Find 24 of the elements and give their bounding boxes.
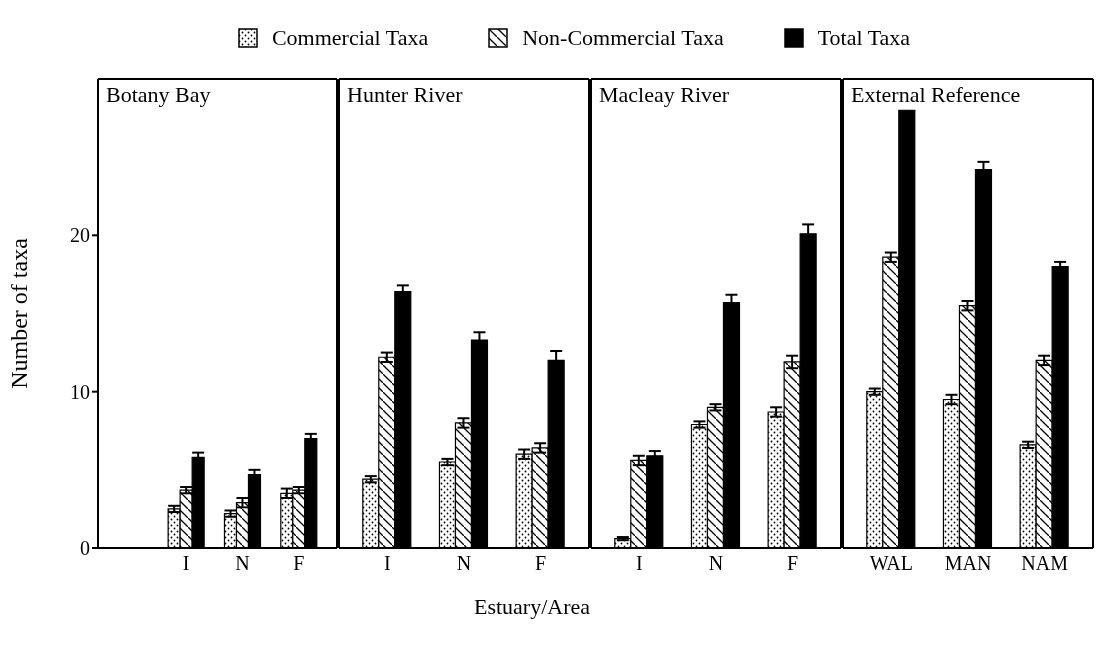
y-tick-label: 0 [80, 537, 90, 560]
x-tick-label: F [293, 552, 305, 575]
chart-title: Macleay River [599, 82, 730, 108]
x-tick-label: I [182, 552, 190, 575]
x-tick-label: N [708, 552, 724, 575]
y-axis-title: Number of taxa [5, 237, 32, 389]
chart-title: Botany Bay [106, 82, 211, 108]
x-axis-title: Estuary/Area [473, 594, 590, 620]
x-tick-label: N [235, 552, 250, 575]
x-tick-label: NAM [1021, 552, 1069, 575]
x-tick-label: I [384, 552, 391, 575]
x-tick-label: F [787, 552, 799, 575]
x-tick-label: F [535, 552, 547, 575]
y-tick-label: 10 [70, 380, 90, 403]
chart-title: Hunter River [347, 82, 463, 108]
legend-label: Commercial Taxa [271, 25, 429, 51]
x-tick-label: I [636, 552, 643, 575]
x-tick-label: N [456, 552, 472, 575]
x-tick-label: MAN [944, 552, 992, 575]
legend-label: Non-Commercial Taxa [522, 25, 724, 51]
x-tick-label: WAL [869, 552, 913, 575]
y-tick-label: 20 [70, 224, 90, 247]
legend-label: Total Taxa [817, 25, 911, 51]
chart-title: External Reference [851, 82, 1021, 108]
